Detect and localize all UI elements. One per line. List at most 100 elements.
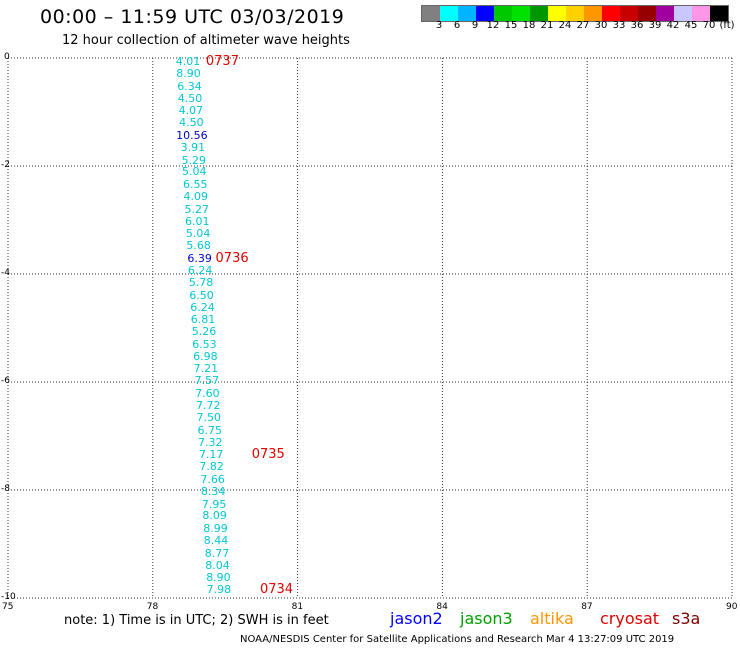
wave-height-value: 6.75 xyxy=(197,423,223,437)
color-scale-labels: 3 6 9 12 15 18 21 24 27 30 33 36 39 42 45 70 (ft) xyxy=(421,20,735,34)
wave-height-value: 3.91 xyxy=(180,141,206,155)
wave-height-value: 10.56 xyxy=(176,128,208,142)
y-tick-label: -4 xyxy=(1,268,10,278)
wave-height-value: 6.81 xyxy=(190,312,216,326)
satellite-legend-item: jason2 xyxy=(390,609,443,628)
y-tick-label: 0 xyxy=(4,52,10,62)
color-swatch xyxy=(710,6,728,21)
color-scale-label: 15 xyxy=(504,20,518,31)
pass-time-label: 0736 xyxy=(215,250,249,266)
color-scale-label: 33 xyxy=(612,20,626,31)
wave-height-value: 6.34 xyxy=(177,79,202,93)
x-tick-label: 75 xyxy=(2,602,14,612)
wave-height-value: 5.29 xyxy=(181,153,207,167)
wave-height-value: 8.44 xyxy=(203,534,229,548)
y-tick-label: -10 xyxy=(1,592,16,602)
wave-height-value: 8.77 xyxy=(204,546,230,560)
color-scale-label: 45 xyxy=(684,20,698,31)
wave-height-value: 8.34 xyxy=(200,485,226,499)
wave-height-value: 7.98 xyxy=(206,583,232,597)
wave-height-value: 6.55 xyxy=(183,177,208,191)
color-scale-label: 21 xyxy=(540,20,554,31)
wave-height-value: 5.04 xyxy=(185,227,211,241)
color-swatch xyxy=(458,6,476,21)
color-swatch xyxy=(566,6,584,21)
color-swatch xyxy=(476,6,494,21)
color-swatch xyxy=(548,6,566,21)
wave-height-value: 7.72 xyxy=(196,399,221,413)
wave-height-value: 5.04 xyxy=(182,165,207,179)
wave-height-value: 5.26 xyxy=(191,325,217,339)
wave-height-value: 8.99 xyxy=(203,521,228,535)
color-scale-label: 24 xyxy=(558,20,572,31)
wave-height-value: 7.95 xyxy=(201,497,227,511)
satellite-legend-item: s3a xyxy=(672,609,701,628)
pass-time-label: 0735 xyxy=(251,447,285,463)
x-tick-label: 87 xyxy=(581,602,593,612)
color-swatch xyxy=(494,6,512,21)
wave-height-value: 8.90 xyxy=(176,67,201,81)
wave-height-value: 7.66 xyxy=(200,472,225,486)
color-swatch xyxy=(674,6,692,21)
color-scale-label: 9 xyxy=(471,20,479,31)
map-grid xyxy=(7,57,733,599)
color-swatch xyxy=(602,6,620,21)
color-scale-label: 18 xyxy=(522,20,536,31)
color-swatch xyxy=(656,6,674,21)
color-swatch xyxy=(638,6,656,21)
satellite-legend-item: altika xyxy=(530,609,574,628)
wave-height-value: 6.98 xyxy=(193,350,218,364)
color-swatch xyxy=(620,6,638,21)
satellite-legend-item: jason3 xyxy=(460,609,513,628)
x-tick-label: 78 xyxy=(146,602,159,612)
wave-height-value: 8.04 xyxy=(205,558,230,572)
wave-height-value: 7.57 xyxy=(194,374,220,388)
wave-height-value: 6.24 xyxy=(190,301,215,315)
wave-height-value: 5.78 xyxy=(188,276,214,290)
color-swatch xyxy=(530,6,548,21)
wave-height-value: 7.82 xyxy=(199,460,224,474)
wave-height-value: 4.50 xyxy=(177,92,203,106)
color-swatch xyxy=(584,6,602,21)
wave-height-value: 5.27 xyxy=(184,202,209,216)
wave-height-value: 4.07 xyxy=(178,104,204,118)
page-title: 00:00 – 11:59 UTC 03/03/2019 xyxy=(40,6,345,28)
credit-line: NOAA/NESDIS Center for Satellite Applica… xyxy=(240,634,675,645)
color-scale-label: 12 xyxy=(486,20,500,31)
x-tick-label: 84 xyxy=(436,602,448,612)
y-tick-label: -8 xyxy=(1,484,10,494)
wave-height-value: 8.90 xyxy=(206,571,231,585)
wave-height-value: 5.68 xyxy=(186,239,211,253)
wave-height-value: 6.01 xyxy=(184,214,210,228)
color-scale-label: 39 xyxy=(648,20,662,31)
color-scale-label: 36 xyxy=(630,20,644,31)
y-tick-label: -2 xyxy=(1,160,10,170)
color-swatch xyxy=(692,6,710,21)
wave-height-value: 4.09 xyxy=(183,190,209,204)
wave-height-value: 7.17 xyxy=(198,448,224,462)
x-tick-label: 90 xyxy=(726,602,738,612)
wave-height-value: 6.39 xyxy=(187,251,212,265)
color-scale-bar xyxy=(421,5,729,22)
color-scale-label: 3 xyxy=(435,20,443,31)
color-swatch xyxy=(422,6,440,21)
wave-height-value: 6.24 xyxy=(187,263,213,277)
color-scale-label: 27 xyxy=(576,20,590,31)
wave-height-value: 8.09 xyxy=(202,509,227,523)
wave-height-value: 7.32 xyxy=(197,436,223,450)
wave-height-value: 6.53 xyxy=(192,337,217,351)
color-scale-label: 70 xyxy=(702,20,716,31)
page-subtitle: 12 hour collection of altimeter wave hei… xyxy=(62,33,350,48)
wave-height-value: 6.50 xyxy=(189,288,214,302)
satellite-legend-item: cryosat xyxy=(600,609,660,628)
color-scale-label: 30 xyxy=(594,20,608,31)
wave-height-value: 7.21 xyxy=(193,362,219,376)
y-tick-label: -6 xyxy=(1,376,10,386)
color-scale-label: (ft) xyxy=(719,20,735,31)
color-scale-label: 6 xyxy=(453,20,461,31)
color-swatch xyxy=(512,6,530,21)
wave-height-value: 7.50 xyxy=(196,411,222,425)
wave-height-value: 7.60 xyxy=(195,386,220,400)
pass-time-label: 0734 xyxy=(259,582,294,598)
